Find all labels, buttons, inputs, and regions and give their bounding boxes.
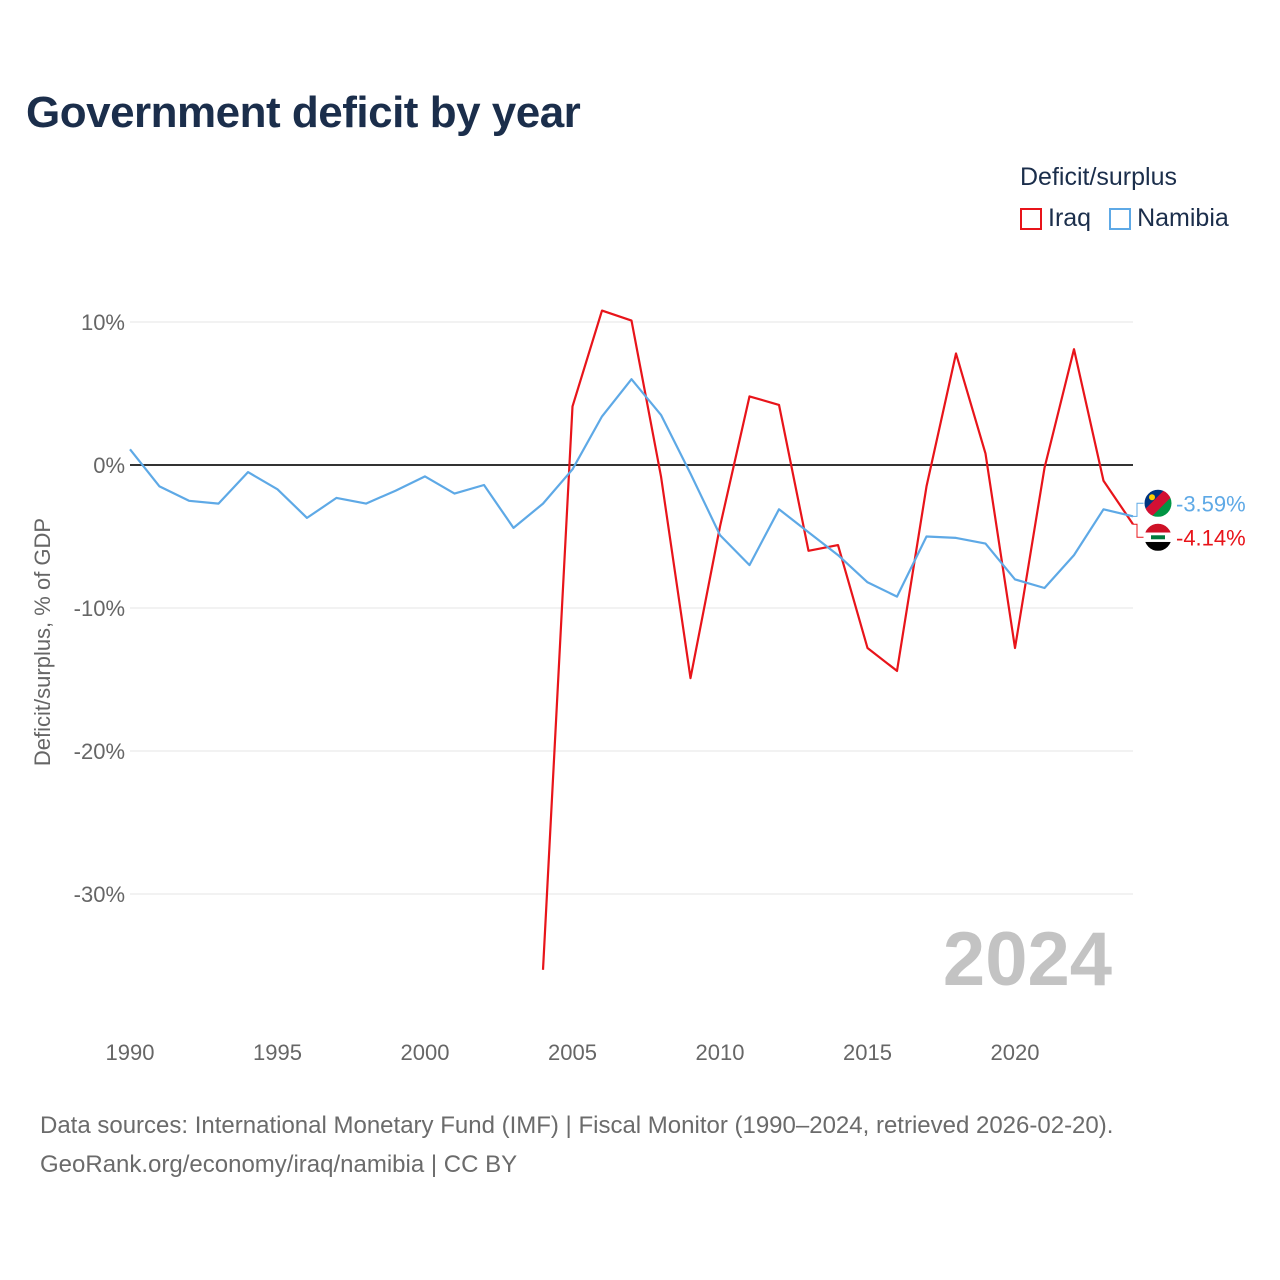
y-tick-label: 0% xyxy=(93,453,125,478)
end-connector-iraq xyxy=(1133,523,1144,538)
legend-label-iraq: Iraq xyxy=(1048,204,1092,232)
y-axis-label: Deficit/surplus, % of GDP xyxy=(30,518,55,766)
legend-item-namibia[interactable]: Namibia xyxy=(1109,204,1229,233)
x-tick-label: 2010 xyxy=(696,1040,745,1065)
legend-item-iraq[interactable]: Iraq xyxy=(1020,204,1091,233)
series-line-namibia[interactable] xyxy=(129,378,1134,598)
legend-title: Deficit/surplus xyxy=(1020,163,1177,191)
attribution-link[interactable]: GeoRank.org/economy/iraq/namibia | CC BY xyxy=(40,1151,518,1178)
legend: Iraq Namibia xyxy=(1020,204,1229,233)
x-tick-label: 1990 xyxy=(106,1040,155,1065)
chart-title: Government deficit by year xyxy=(26,88,581,137)
end-label-namibia: -3.59% xyxy=(1176,491,1246,516)
legend-swatch-iraq xyxy=(1020,207,1042,230)
y-tick-label: -30% xyxy=(74,882,125,907)
footer: Data sources: International Monetary Fun… xyxy=(40,1106,1113,1184)
end-connector-namibia xyxy=(1133,502,1144,517)
x-tick-label: 2020 xyxy=(991,1040,1040,1065)
flag-icon-iraq xyxy=(1143,522,1173,552)
end-label-iraq: -4.14% xyxy=(1176,525,1246,550)
y-tick-label: -10% xyxy=(74,596,125,621)
series-line-iraq[interactable] xyxy=(541,309,1134,970)
legend-swatch-namibia xyxy=(1109,207,1132,230)
y-tick-label: 10% xyxy=(81,310,125,335)
flag-icon-namibia xyxy=(1143,488,1173,518)
x-tick-label: 1995 xyxy=(253,1040,302,1065)
line-chart: 10% 0% -10% -20% -30% 1990 1995 2000 2005 2010 201… xyxy=(30,309,1246,1065)
x-tick-label: 2015 xyxy=(843,1040,892,1065)
legend-label-namibia: Namibia xyxy=(1137,204,1229,232)
x-tick-label: 2005 xyxy=(548,1040,597,1065)
grid-layer: 10% 0% -10% -20% -30% 1990 1995 2000 2005 2010 201… xyxy=(74,310,1133,1065)
year-watermark: 2024 xyxy=(943,917,1112,1002)
series-layer xyxy=(129,309,1134,970)
end-label-layer: -3.59% -4.14% xyxy=(1133,488,1246,552)
x-tick-label: 2000 xyxy=(401,1040,450,1065)
data-sources: Data sources: International Monetary Fun… xyxy=(40,1112,1114,1139)
y-tick-label: -20% xyxy=(74,739,125,764)
